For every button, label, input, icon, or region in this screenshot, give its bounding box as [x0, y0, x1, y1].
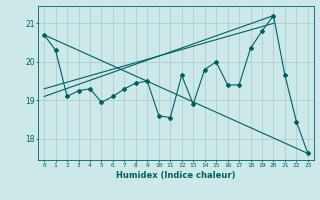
X-axis label: Humidex (Indice chaleur): Humidex (Indice chaleur) [116, 171, 236, 180]
